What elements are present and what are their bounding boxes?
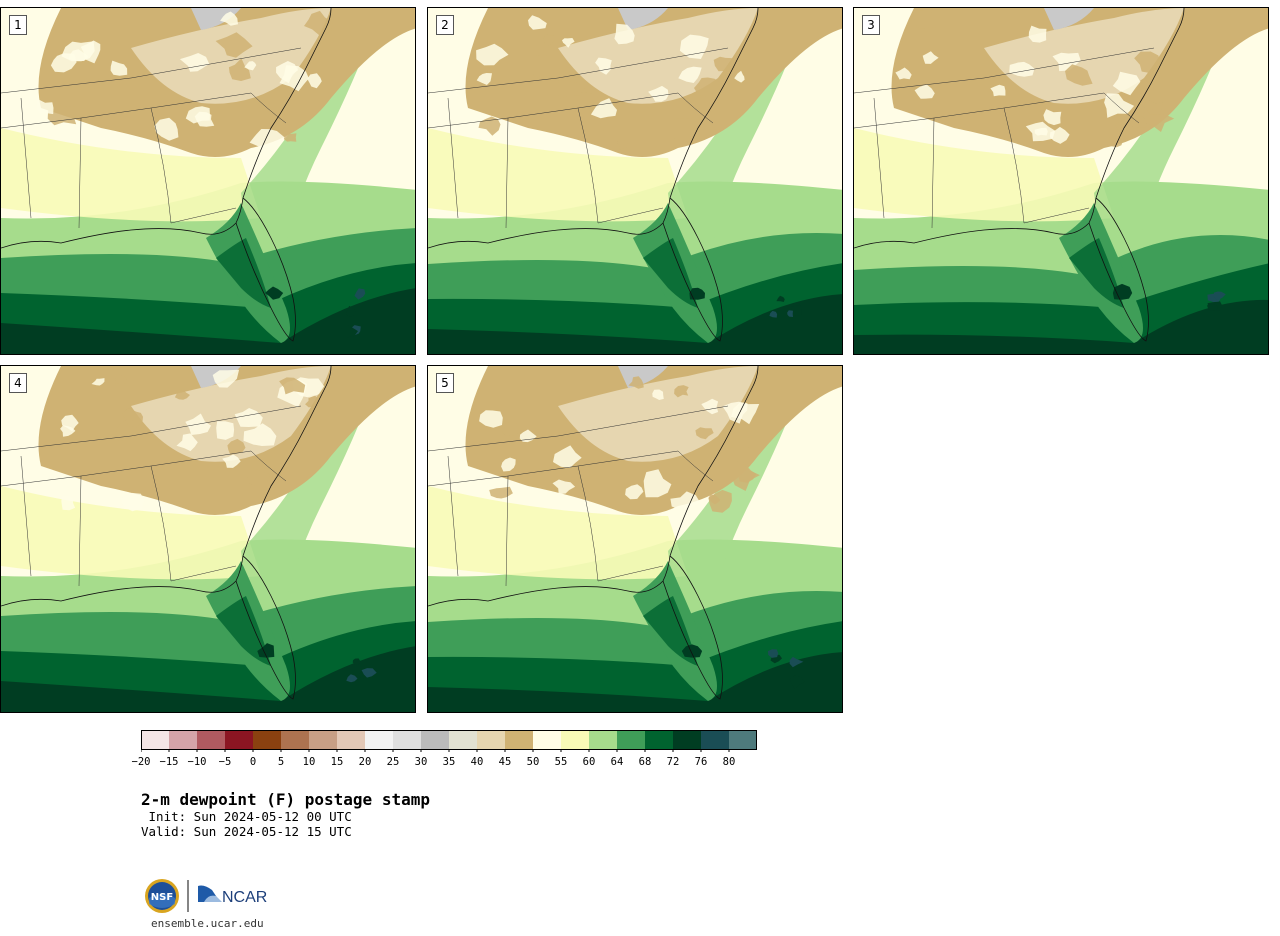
dewpoint-map-4	[1, 366, 415, 712]
colorbar-tick-label: 40	[470, 756, 484, 768]
member-panel-4: 4	[0, 365, 416, 713]
colorbar-swatch	[505, 730, 533, 750]
member-panel-3: 3	[853, 7, 1269, 355]
colorbar-swatch	[197, 730, 225, 750]
colorbar-tick-label: 10	[302, 756, 316, 768]
colorbar-tick-label: 80	[722, 756, 736, 768]
init-time: Init: Sun 2024-05-12 00 UTC	[141, 809, 352, 824]
member-panel-1: 1	[0, 7, 416, 355]
site-url: ensemble.ucar.edu	[151, 917, 264, 930]
nsf-logo: NSF	[145, 879, 179, 913]
colorbar-swatch	[673, 730, 701, 750]
colorbar-swatch	[225, 730, 253, 750]
dewpoint-map-1	[1, 8, 415, 354]
nsf-ncar-logo: NSF NCAR	[145, 879, 267, 913]
colorbar-tick-label: 72	[666, 756, 680, 768]
colorbar-swatch	[589, 730, 617, 750]
panel-label-3: 3	[862, 15, 880, 35]
ncar-logo: NCAR	[198, 885, 267, 906]
colorbar-tick-label: −10	[187, 756, 207, 768]
colorbar-swatch	[449, 730, 477, 750]
colorbar-tick-label: 60	[582, 756, 596, 768]
panel-label-1: 1	[9, 15, 27, 35]
colorbar-tick-label: 68	[638, 756, 652, 768]
colorbar-swatch	[309, 730, 337, 750]
colorbar-swatch	[533, 730, 561, 750]
panel-label-2: 2	[436, 15, 454, 35]
nsf-logo-text: NSF	[151, 892, 173, 903]
colorbar-swatch	[421, 730, 449, 750]
colorbar-tick-label: 0	[249, 756, 257, 768]
colorbar-swatch	[645, 730, 673, 750]
colorbar-swatch	[281, 730, 309, 750]
colorbar-tick-label: 50	[526, 756, 540, 768]
colorbar-swatch	[365, 730, 393, 750]
colorbar-swatch	[729, 730, 757, 750]
dewpoint-map-3	[854, 8, 1268, 354]
colorbar-tick-label: 76	[694, 756, 708, 768]
colorbar-tick-label: 64	[610, 756, 624, 768]
colorbar-swatch	[169, 730, 197, 750]
colorbar-tick-label: 55	[554, 756, 568, 768]
colorbar-swatch	[253, 730, 281, 750]
colorbar-tick-label: 20	[358, 756, 372, 768]
member-panel-5: 5	[427, 365, 843, 713]
colorbar-tick-label: 30	[414, 756, 428, 768]
colorbar-swatch	[561, 730, 589, 750]
colorbar-tick-label: 35	[442, 756, 456, 768]
colorbar-swatch	[477, 730, 505, 750]
ncar-logo-text: NCAR	[222, 889, 267, 906]
colorbar-tick-label: 45	[498, 756, 512, 768]
colorbar-tick-label: −15	[159, 756, 179, 768]
colorbar-swatch	[701, 730, 729, 750]
colorbar-swatch	[141, 730, 169, 750]
colorbar-tick-label: 5	[277, 756, 285, 768]
colorbar-swatch	[617, 730, 645, 750]
dewpoint-map-5	[428, 366, 842, 712]
colorbar-tick-label: −5	[218, 756, 232, 768]
colorbar-tick-label: 25	[386, 756, 400, 768]
member-panel-2: 2	[427, 7, 843, 355]
dewpoint-map-2	[428, 8, 842, 354]
panel-label-4: 4	[9, 373, 27, 393]
colorbar-tick-label: 15	[330, 756, 344, 768]
valid-time: Valid: Sun 2024-05-12 15 UTC	[141, 824, 352, 839]
colorbar	[141, 730, 757, 752]
colorbar-tick-label: −20	[131, 756, 151, 768]
panel-label-5: 5	[436, 373, 454, 393]
colorbar-swatch	[337, 730, 365, 750]
colorbar-swatch	[393, 730, 421, 750]
chart-title: 2-m dewpoint (F) postage stamp	[141, 790, 430, 809]
